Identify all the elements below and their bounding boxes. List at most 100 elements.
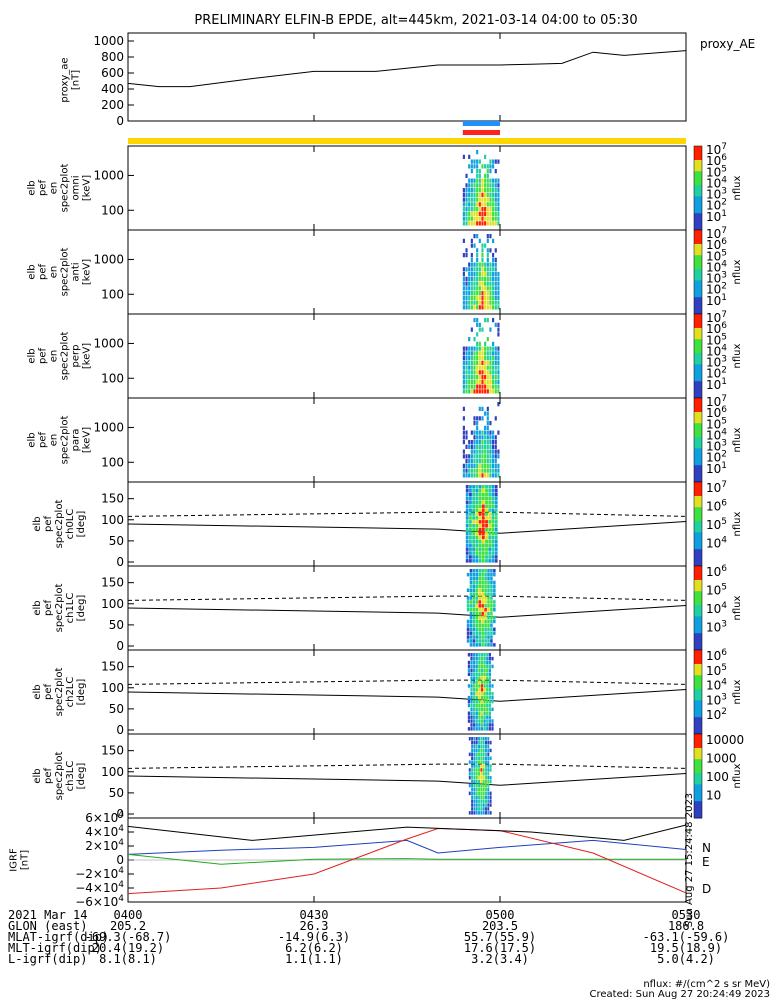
spectrogram-cell	[471, 737, 474, 741]
colorbar-cell	[694, 434, 702, 438]
spectrogram-cell	[471, 748, 474, 753]
spectrogram-cell	[478, 596, 481, 600]
spectrogram-cell	[494, 192, 497, 197]
colorbar-cell	[694, 473, 702, 477]
spectrogram-cell	[487, 572, 490, 577]
spectrogram-cell	[481, 508, 485, 512]
spectrogram-cell	[475, 656, 478, 661]
spectrogram-cell	[487, 635, 490, 639]
spectrogram-cell	[484, 454, 487, 459]
spectrogram-cell	[488, 719, 491, 723]
spectrogram-cell	[481, 216, 484, 221]
spectrogram-cell	[478, 416, 481, 421]
colorbar-cell	[694, 272, 702, 276]
colorbar-cell	[694, 694, 702, 699]
spectrogram-cell	[485, 756, 487, 760]
spectrogram-cell	[476, 449, 479, 454]
spectrogram-cell	[494, 356, 497, 361]
spectrogram-cell	[489, 776, 492, 780]
spectrogram-cell	[469, 508, 472, 512]
colorbar-cell	[694, 546, 702, 550]
colorbar-cell	[694, 454, 702, 458]
spectrogram-cell	[473, 318, 476, 323]
spectrogram-cell	[493, 643, 496, 647]
spectrogram-cell	[473, 692, 476, 696]
spectrogram-cell	[484, 267, 487, 272]
spectrogram-cell	[489, 192, 492, 197]
spectrogram-cell	[483, 660, 486, 665]
spectrogram-cell	[494, 300, 497, 305]
spectrogram-cell	[472, 516, 476, 520]
spectrogram-cell	[470, 169, 473, 174]
y-tick-label: 6×104	[85, 810, 124, 825]
spectrogram-cell	[481, 243, 484, 248]
colorbar-cell	[694, 468, 702, 472]
spectrogram-cell	[478, 684, 481, 688]
spectrogram-cell	[483, 656, 486, 661]
spectrogram-cell	[494, 178, 497, 183]
spectrogram-cell	[494, 169, 497, 174]
spectrogram-cell	[489, 468, 492, 473]
spectrogram-cell	[494, 496, 498, 501]
spectrogram-cell	[485, 791, 487, 796]
colorbar-cell	[694, 252, 702, 256]
spectrogram-cell	[485, 760, 487, 764]
spectrogram-cell	[465, 520, 469, 524]
colorbar-cell	[694, 728, 702, 732]
spectrogram-cell	[481, 370, 484, 375]
colorbar-cell	[694, 207, 702, 211]
spectrogram-cell	[492, 178, 495, 183]
spectrogram-cell	[489, 197, 492, 202]
spectrogram-cell	[471, 791, 474, 796]
spectrogram-cell	[486, 719, 489, 723]
spectrogram-cell	[491, 524, 495, 528]
spectrogram-cell	[472, 639, 476, 643]
spectrogram-cell	[487, 791, 490, 796]
colorbar-cell	[694, 787, 702, 791]
spectrogram-cell	[475, 668, 478, 673]
spectrogram-cell	[484, 444, 487, 449]
spectrogram-cell	[469, 500, 472, 505]
spectrogram-cell	[478, 744, 480, 749]
spectrogram-cell	[486, 684, 489, 688]
spectrogram-cell	[484, 305, 487, 310]
spectrogram-cell	[494, 384, 497, 389]
spectrogram-cell	[468, 468, 471, 473]
spectrogram-cell	[470, 178, 473, 183]
spectrogram-cell	[486, 211, 489, 216]
spectrogram-cell	[491, 559, 495, 563]
colorbar-tick-label: 107	[706, 142, 727, 157]
spectrogram-cell	[481, 580, 484, 585]
spectrogram-cell	[475, 791, 478, 796]
spectrogram-cell	[468, 295, 471, 300]
spectrogram-cell	[481, 611, 484, 616]
spectrogram-cell	[473, 719, 476, 723]
spectrogram-cell	[485, 527, 488, 532]
colorbar-cell	[694, 372, 702, 377]
spectrogram-cell	[480, 707, 484, 712]
colorbar-cell	[694, 182, 702, 186]
axis-label-line: ch2LC	[65, 677, 76, 708]
spectrogram-cell	[467, 703, 471, 708]
spectrogram-cell	[468, 384, 471, 389]
spectrogram-cell	[478, 783, 480, 788]
spectrogram-cell	[469, 643, 473, 647]
spectrogram-cell	[481, 619, 484, 624]
colorbar-cell	[694, 367, 702, 371]
spectrogram-cell	[472, 572, 476, 577]
spectrogram-cell	[484, 600, 487, 604]
colorbar-cell	[694, 571, 702, 575]
spectrogram-cell	[478, 295, 481, 300]
spectrogram-cell	[497, 346, 500, 351]
colorbar-cell	[694, 560, 702, 564]
spectrogram-cell	[489, 183, 492, 188]
spectrogram-cell	[484, 262, 487, 267]
spectrogram-cell	[470, 164, 473, 169]
colorbar-cell	[694, 722, 702, 727]
spectrogram-cell	[466, 572, 470, 577]
spectrogram-cell	[492, 468, 495, 473]
spectrogram-cell	[480, 811, 483, 815]
spectrogram-cell	[475, 600, 479, 604]
spectrogram-cell	[476, 216, 479, 221]
